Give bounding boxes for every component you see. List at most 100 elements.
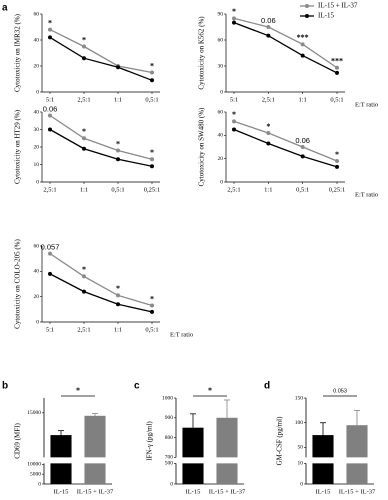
y-axis-label: IFN-γ (pg/ml) <box>146 421 154 461</box>
data-point <box>232 16 236 21</box>
significance-label: * <box>266 122 270 131</box>
data-point <box>116 65 120 70</box>
significance-label: 0.06 <box>43 104 58 113</box>
x-axis-label: E:T ratio <box>355 101 378 108</box>
y-tick-label: 1000 <box>162 395 173 401</box>
y-tick-label: 15000 <box>27 410 41 416</box>
bar <box>84 415 106 484</box>
significance-label: *** <box>331 57 343 66</box>
y-tick-label: 60 <box>34 243 40 249</box>
panel-label: a <box>2 3 8 14</box>
series-line <box>233 120 338 162</box>
data-point <box>266 131 271 135</box>
x-tick-label: 1:1 <box>114 96 122 103</box>
x-tick-label: 2,5:1 <box>227 186 240 193</box>
x-tick-label: IL-15 + IL-37 <box>339 488 376 495</box>
x-tick-label: 0,5:1 <box>145 326 158 333</box>
panel-label: d <box>264 381 270 392</box>
y-tick-label: 60 <box>218 37 224 43</box>
y-tick-label: 0 <box>36 319 39 325</box>
data-point <box>335 164 339 169</box>
significance-label: * <box>116 284 120 293</box>
data-point <box>300 53 305 58</box>
significance-label: * <box>150 294 154 303</box>
data-point <box>266 33 271 38</box>
x-axis-label: E:T ratio <box>170 331 193 338</box>
data-point <box>335 65 339 70</box>
significance-label: * <box>48 18 52 27</box>
y-tick-label: 20 <box>34 63 40 69</box>
series-line <box>49 29 153 74</box>
x-tick-label: 1:1 <box>299 96 307 103</box>
y-axis-label: Cytotoxicity on K562 (%) <box>198 16 206 90</box>
significance-label: * <box>335 150 339 159</box>
significance-label: 0.053 <box>333 388 347 394</box>
y-tick-label: 60 <box>34 11 40 17</box>
panel-label: b <box>2 381 8 392</box>
axis-break <box>345 457 369 464</box>
y-tick-label: 20 <box>34 144 40 150</box>
x-tick-label: 5:1 <box>46 96 54 103</box>
series-line <box>49 114 153 160</box>
x-tick-label: IL-15 + IL-37 <box>209 488 246 495</box>
axis-break <box>83 457 107 464</box>
data-point <box>82 44 86 49</box>
x-tick-label: 5:1 <box>46 326 54 333</box>
x-tick-label: 0,5:1 <box>330 96 343 103</box>
series-line <box>233 22 338 74</box>
x-tick-label: IL-15 + IL-37 <box>77 488 114 495</box>
x-tick-label: 1:1 <box>114 326 122 333</box>
significance-label: * <box>150 61 154 70</box>
x-tick-label: IL-15 <box>316 488 331 495</box>
y-tick-label: 800 <box>165 435 174 441</box>
y-tick-label: 10 <box>298 461 304 467</box>
data-point <box>150 78 154 83</box>
axis-break <box>215 457 239 464</box>
legend-marker <box>305 4 309 8</box>
significance-label: 0.057 <box>41 243 60 252</box>
x-tick-label: 0,5:1 <box>145 96 158 103</box>
data-point <box>48 127 52 132</box>
axis-break <box>311 457 335 464</box>
data-point <box>82 274 86 279</box>
y-tick-label: 90 <box>218 11 224 17</box>
x-tick-label: 0,5:1 <box>296 186 309 193</box>
x-tick-label: 2,5:1 <box>262 96 275 103</box>
y-tick-label: 20 <box>34 294 40 300</box>
significance-label: * <box>82 265 86 274</box>
data-point <box>232 119 236 124</box>
x-tick-label: 0,25:1 <box>329 186 345 193</box>
x-tick-label: IL-15 <box>186 488 201 495</box>
y-tick-label: 40 <box>34 37 40 43</box>
data-point <box>150 303 154 308</box>
series-line <box>49 36 153 81</box>
y-tick-label: 40 <box>34 269 40 275</box>
significance-label: * <box>116 139 120 148</box>
x-tick-label: 1:1 <box>264 186 272 193</box>
y-tick-label: 500 <box>165 461 174 467</box>
axis-break <box>49 457 73 464</box>
data-point <box>150 309 154 314</box>
data-point <box>232 127 236 132</box>
significance-label: 0.06 <box>261 16 276 25</box>
x-tick-label: 1:1 <box>80 186 88 193</box>
y-tick-label: 900 <box>165 415 174 421</box>
data-point <box>300 154 305 159</box>
data-point <box>232 20 236 25</box>
data-point <box>266 141 271 146</box>
x-tick-label: IL-15 <box>54 488 69 495</box>
y-tick-label: 30 <box>218 63 224 69</box>
y-tick-label: 0 <box>220 179 223 185</box>
y-axis-label: Cytotoxicity on SW480 (%) <box>198 107 206 186</box>
y-axis-label: Cytotoxicity on HT29 (%) <box>14 109 22 184</box>
data-point <box>48 251 52 256</box>
data-point <box>116 293 120 298</box>
data-point <box>82 289 86 294</box>
significance-label: 0.06 <box>295 136 310 145</box>
y-tick-label: 40 <box>34 109 40 115</box>
x-tick-label: 2,5:1 <box>77 326 90 333</box>
y-axis-label: Cytotoxicity on IMR32 (%) <box>14 13 22 92</box>
significance-label: * <box>150 148 154 157</box>
significance-label: * <box>232 110 236 119</box>
